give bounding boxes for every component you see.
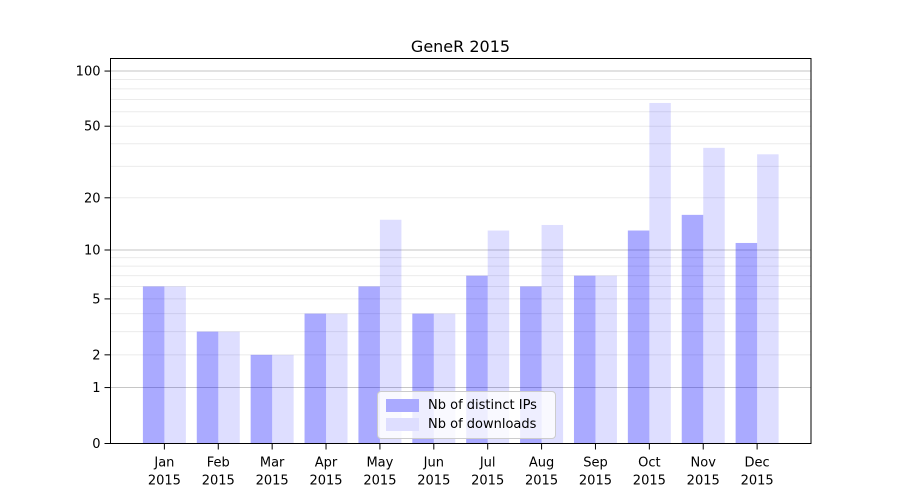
bar-downloads-may xyxy=(379,219,402,444)
x-tick-label-year: 2015 xyxy=(687,474,720,489)
x-tick-label-year: 2015 xyxy=(256,474,289,489)
y-tick-label: 10 xyxy=(84,243,101,258)
x-tick-label-month: Jul xyxy=(479,456,496,471)
x-tick-label-month: Mar xyxy=(260,456,285,471)
bar-ips-feb xyxy=(196,331,219,444)
x-tick-label-month: Feb xyxy=(207,456,230,471)
x-tick-label-year: 2015 xyxy=(741,474,774,489)
x-tick-label-month: Apr xyxy=(315,456,338,471)
bar-downloads-nov xyxy=(703,147,725,444)
legend-item-distinct-ips: Nb of distinct IPs xyxy=(386,398,551,413)
legend-swatch-downloads xyxy=(386,418,419,431)
bar-downloads-dec xyxy=(757,154,779,444)
bar-ips-dec xyxy=(735,242,758,444)
x-tick-label-year: 2015 xyxy=(363,474,396,489)
x-tick-label-month: Dec xyxy=(745,456,770,471)
x-tick-label-year: 2015 xyxy=(633,474,666,489)
bar-ips-mar xyxy=(250,354,273,444)
legend-label-downloads: Nb of downloads xyxy=(428,417,537,432)
x-tick-label-year: 2015 xyxy=(309,474,342,489)
x-tick-label-year: 2015 xyxy=(202,474,235,489)
bar-ips-jan xyxy=(142,286,165,444)
x-tick-label-month: May xyxy=(366,456,393,471)
y-tick-label: 20 xyxy=(84,191,101,206)
bar-downloads-mar xyxy=(272,354,294,444)
x-tick-label-month: Jun xyxy=(423,456,444,471)
legend: Nb of distinct IPs Nb of downloads xyxy=(377,391,556,439)
x-tick-label-year: 2015 xyxy=(525,474,558,489)
y-tick-label: 1 xyxy=(92,381,100,396)
chart-title: GeneR 2015 xyxy=(410,37,511,56)
bar-downloads-jul xyxy=(487,230,510,444)
y-tick-label: 2 xyxy=(92,348,100,363)
x-tick-label-month: Jan xyxy=(153,456,174,471)
bar-ips-apr xyxy=(304,313,327,444)
x-tick-label-month: Aug xyxy=(529,456,554,471)
bar-downloads-oct xyxy=(649,102,671,444)
legend-item-downloads: Nb of downloads xyxy=(386,417,551,432)
x-tick-label-month: Oct xyxy=(638,456,660,471)
y-tick-label: 0 xyxy=(92,437,100,452)
legend-label-distinct-ips: Nb of distinct IPs xyxy=(428,398,537,413)
bar-ips-oct xyxy=(627,230,650,444)
y-tick-label: 50 xyxy=(84,120,101,135)
bar-downloads-aug xyxy=(541,224,564,444)
x-tick-label-month: Nov xyxy=(691,456,717,471)
bar-downloads-sep xyxy=(595,275,617,444)
bar-downloads-feb xyxy=(218,331,240,444)
x-tick-label-year: 2015 xyxy=(579,474,612,489)
legend-swatch-distinct-ips xyxy=(386,399,419,412)
plot-frame xyxy=(110,58,812,444)
bar-downloads-apr xyxy=(326,313,348,444)
y-tick-label: 100 xyxy=(76,65,101,80)
bar-downloads-jan xyxy=(164,286,186,444)
x-tick-label-year: 2015 xyxy=(471,474,504,489)
bar-ips-may xyxy=(358,286,380,444)
y-tick-label: 5 xyxy=(92,292,100,307)
bar-ips-sep xyxy=(573,275,596,444)
x-tick-label-month: Sep xyxy=(583,456,608,471)
x-tick-label-year: 2015 xyxy=(417,474,450,489)
x-tick-label-year: 2015 xyxy=(148,474,181,489)
bar-ips-nov xyxy=(681,214,704,444)
